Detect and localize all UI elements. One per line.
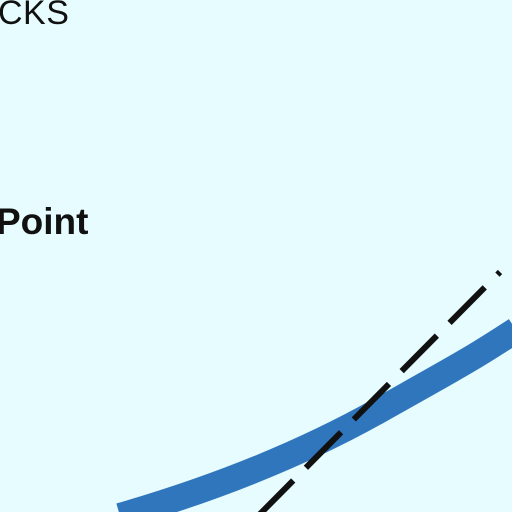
dashed-line	[257, 269, 503, 512]
blue-curve	[116, 319, 512, 512]
top-label: CKS	[0, 0, 70, 32]
point-label: Point	[0, 201, 89, 242]
